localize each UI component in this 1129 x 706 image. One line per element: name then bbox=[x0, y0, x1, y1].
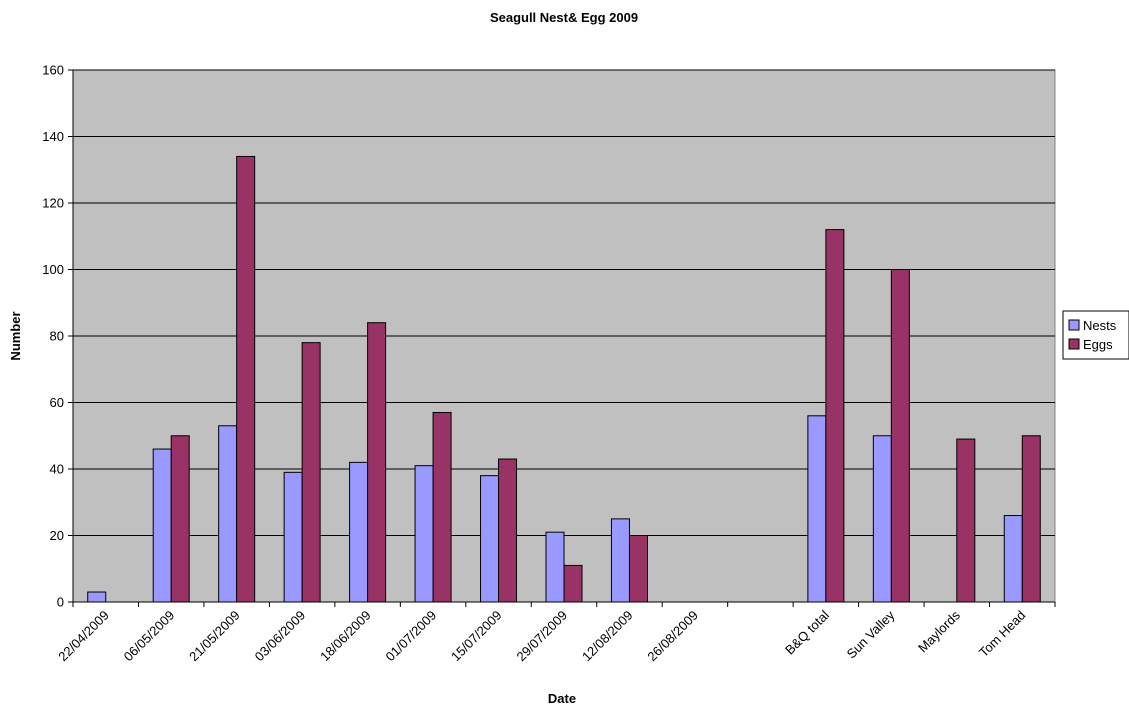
y-tick-label: 20 bbox=[50, 528, 64, 543]
bar-eggs bbox=[628, 535, 648, 603]
bar-eggs bbox=[890, 269, 910, 603]
x-tick-label: B&Q total bbox=[782, 607, 832, 657]
bar-nests bbox=[807, 415, 827, 603]
x-tick-label: Tom Head bbox=[976, 608, 1029, 661]
x-tick-label: 22/04/2009 bbox=[55, 608, 112, 665]
bar-eggs bbox=[236, 155, 256, 603]
bar-eggs bbox=[563, 564, 583, 603]
bar-nests bbox=[872, 435, 892, 603]
x-tick-labels: 22/04/2009 06/05/2009 21/05/2009 03/06/2009… bbox=[55, 607, 1028, 664]
x-tick-label: Sun Valley bbox=[844, 607, 898, 661]
bar-nests bbox=[545, 531, 565, 603]
legend-swatch-nests bbox=[1068, 319, 1080, 331]
legend: Nests Eggs bbox=[1062, 310, 1129, 360]
x-tick-label: 21/05/2009 bbox=[186, 608, 243, 665]
y-tick-label: 160 bbox=[42, 63, 64, 78]
bar-nests bbox=[218, 425, 238, 603]
y-tick-label: 100 bbox=[42, 262, 64, 277]
bar-nests bbox=[480, 475, 500, 603]
y-tick-label: 60 bbox=[50, 395, 64, 410]
bar-nests bbox=[610, 518, 630, 603]
bar-eggs bbox=[1021, 435, 1041, 603]
bar-nests bbox=[152, 448, 172, 603]
x-axis-title: Date bbox=[548, 691, 576, 706]
x-tick-label: 26/08/2009 bbox=[644, 608, 701, 665]
legend-label-eggs: Eggs bbox=[1083, 337, 1113, 352]
x-tick-label: Maylords bbox=[915, 607, 963, 655]
bar-eggs bbox=[825, 229, 845, 603]
y-tick-label: 0 bbox=[57, 595, 64, 610]
chart-title: Seagull Nest& Egg 2009 bbox=[490, 10, 638, 25]
bar-nests bbox=[349, 461, 369, 603]
legend-box bbox=[1062, 310, 1129, 360]
x-tick-label: 29/07/2009 bbox=[513, 608, 570, 665]
x-tick-label: 03/06/2009 bbox=[252, 608, 309, 665]
y-axis-title: Number bbox=[8, 311, 23, 360]
axes bbox=[68, 69, 1056, 607]
x-tick-label: 18/06/2009 bbox=[317, 608, 374, 665]
bar-eggs bbox=[367, 322, 387, 603]
bar-nests bbox=[1003, 515, 1023, 603]
bar-eggs bbox=[956, 438, 976, 603]
y-tick-label: 140 bbox=[42, 129, 64, 144]
bar-nests bbox=[283, 471, 303, 603]
bar-eggs bbox=[170, 435, 190, 603]
y-tick-label: 120 bbox=[42, 196, 64, 211]
x-tick-label: 01/07/2009 bbox=[383, 608, 440, 665]
legend-swatch-eggs bbox=[1068, 338, 1080, 350]
bar-eggs bbox=[301, 342, 321, 603]
bar-nests bbox=[87, 591, 107, 603]
y-tick-label: 40 bbox=[50, 462, 64, 477]
y-tick-labels: 0 20 40 60 80 100 120 140 160 bbox=[42, 63, 64, 610]
bar-eggs bbox=[498, 458, 518, 603]
x-tick-label: 12/08/2009 bbox=[579, 608, 636, 665]
x-tick-label: 15/07/2009 bbox=[448, 608, 505, 665]
bar-nests bbox=[414, 465, 434, 603]
x-tick-label: 06/05/2009 bbox=[121, 608, 178, 665]
y-tick-label: 80 bbox=[50, 329, 64, 344]
legend-label-nests: Nests bbox=[1083, 318, 1117, 333]
bar-eggs bbox=[432, 411, 452, 603]
